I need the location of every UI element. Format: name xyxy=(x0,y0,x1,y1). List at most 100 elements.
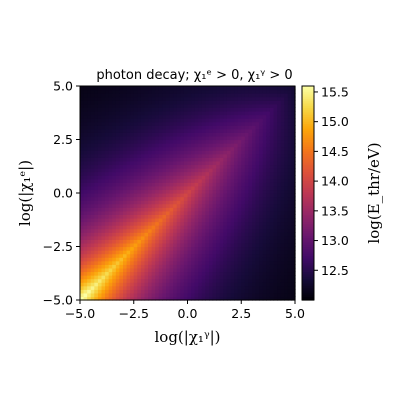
heatmap-cell xyxy=(166,135,171,141)
heatmap-cell xyxy=(201,89,207,94)
heatmap-cell xyxy=(201,232,207,237)
heatmap-cell xyxy=(166,285,171,290)
heatmap-cell xyxy=(123,275,128,280)
heatmap-cell xyxy=(162,110,167,116)
heatmap-cell xyxy=(83,103,88,108)
heatmap-cell xyxy=(155,193,160,198)
heatmap-cell xyxy=(140,157,146,162)
heatmap-cell xyxy=(194,125,199,130)
heatmap-cell xyxy=(219,242,224,248)
heatmap-cell xyxy=(280,175,285,180)
heatmap-cell xyxy=(173,275,178,280)
heatmap-cell xyxy=(209,217,214,223)
heatmap-cell xyxy=(248,253,253,258)
heatmap-cell xyxy=(83,200,88,205)
x-axis-label: log(|χ₁ᵞ|) xyxy=(155,328,221,346)
heatmap-cell xyxy=(169,153,174,158)
heatmap-cell xyxy=(140,178,146,183)
heatmap-cell xyxy=(198,135,203,141)
heatmap-cell xyxy=(194,135,199,141)
heatmap-cell xyxy=(241,110,246,116)
heatmap-cell xyxy=(108,185,113,191)
heatmap-cell xyxy=(180,275,185,280)
heatmap-cell xyxy=(169,86,174,91)
heatmap-cell xyxy=(234,207,239,212)
heatmap-cell xyxy=(144,121,149,126)
heatmap-cell xyxy=(169,207,174,212)
heatmap-cell xyxy=(169,203,174,208)
heatmap-cell xyxy=(219,146,224,151)
heatmap-cell xyxy=(219,257,224,262)
heatmap-cell xyxy=(130,100,135,105)
heatmap-cell xyxy=(137,225,142,230)
heatmap-cell xyxy=(277,114,282,119)
heatmap-cell xyxy=(169,118,174,123)
heatmap-cell xyxy=(180,203,185,208)
heatmap-cell xyxy=(241,185,246,191)
heatmap-cell xyxy=(187,235,192,240)
heatmap-cell xyxy=(252,285,257,290)
heatmap-cell xyxy=(80,221,85,226)
heatmap-cell xyxy=(201,264,207,269)
heatmap-cell xyxy=(241,232,246,237)
heatmap-cell xyxy=(223,107,228,112)
heatmap-cell xyxy=(187,143,192,148)
heatmap-cell xyxy=(244,221,250,226)
heatmap-cell xyxy=(158,228,164,233)
heatmap-cell xyxy=(97,214,103,219)
heatmap-cell xyxy=(140,257,146,262)
heatmap-cell xyxy=(176,160,181,166)
heatmap-cell xyxy=(137,250,142,255)
heatmap-cell xyxy=(194,214,199,219)
heatmap-cell xyxy=(230,221,235,226)
heatmap-cell xyxy=(101,267,106,273)
heatmap-cell xyxy=(219,150,224,155)
heatmap-cell xyxy=(94,182,99,187)
heatmap-cell xyxy=(80,171,85,176)
heatmap-cell xyxy=(280,282,285,287)
y-axis-label: log(|χ₁ᵉ|) xyxy=(16,160,34,226)
heatmap-cell xyxy=(112,143,117,148)
heatmap-cell xyxy=(162,264,167,269)
heatmap-cell xyxy=(234,217,239,223)
heatmap-cell xyxy=(162,242,167,248)
heatmap-cell xyxy=(133,125,138,130)
heatmap-cell xyxy=(119,257,124,262)
heatmap-cell xyxy=(187,107,192,112)
heatmap-cell xyxy=(123,182,128,187)
heatmap-cell xyxy=(169,242,174,248)
heatmap-cell xyxy=(176,203,181,208)
heatmap-cell xyxy=(216,210,221,215)
heatmap-cell xyxy=(241,210,246,215)
heatmap-cell xyxy=(187,203,192,208)
heatmap-cell xyxy=(241,250,246,255)
heatmap-cell xyxy=(284,86,289,91)
heatmap-cell xyxy=(237,125,242,130)
heatmap-cell xyxy=(97,110,103,116)
heatmap-cell xyxy=(162,153,167,158)
heatmap-cell xyxy=(87,267,92,273)
heatmap-cell xyxy=(162,103,167,108)
heatmap-cell xyxy=(105,146,110,151)
heatmap-cell xyxy=(223,278,228,283)
heatmap-cell xyxy=(198,267,203,273)
heatmap-cell xyxy=(173,239,178,244)
heatmap-cell xyxy=(226,185,232,191)
heatmap-cell xyxy=(119,160,124,166)
heatmap-cell xyxy=(209,221,214,226)
heatmap-cell xyxy=(176,157,181,162)
heatmap-cell xyxy=(234,132,239,137)
heatmap-cell xyxy=(133,139,138,144)
heatmap-cell xyxy=(248,178,253,183)
heatmap-cell xyxy=(115,93,121,98)
heatmap-cell xyxy=(209,128,214,133)
heatmap-cell xyxy=(176,225,181,230)
heatmap-cell xyxy=(280,196,285,201)
heatmap-cell xyxy=(237,182,242,187)
heatmap-cell xyxy=(234,253,239,258)
heatmap-cell xyxy=(180,178,185,183)
heatmap-cell xyxy=(112,193,117,198)
heatmap-cell xyxy=(198,185,203,191)
heatmap-cell xyxy=(94,143,99,148)
heatmap-cell xyxy=(166,125,171,130)
